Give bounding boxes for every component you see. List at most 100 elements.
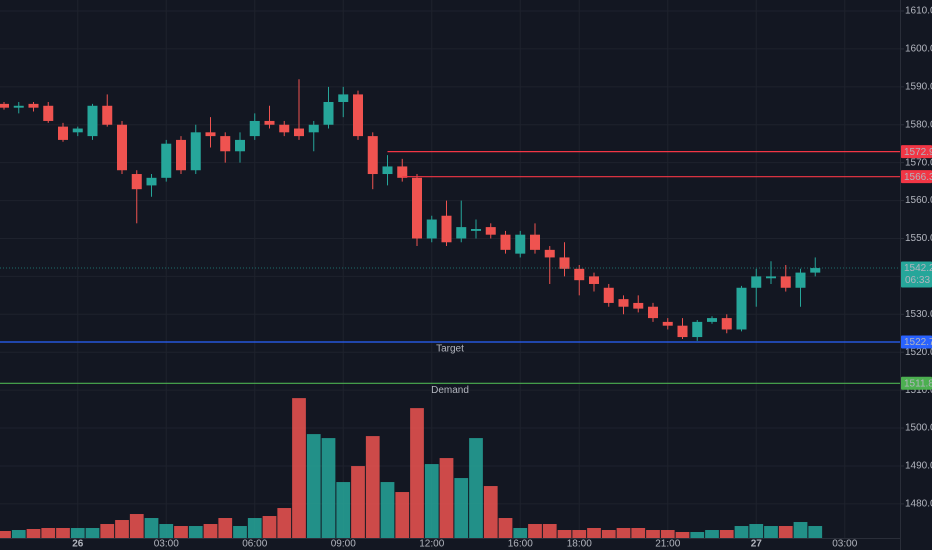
volume-bar xyxy=(705,530,719,538)
candle-body xyxy=(87,105,98,137)
volume-bar xyxy=(321,438,336,538)
candle-body xyxy=(205,132,216,137)
y-tick-label: 1480.0 xyxy=(905,499,932,510)
volume-bar xyxy=(483,486,498,538)
volume-bar xyxy=(129,514,144,538)
level-badge-label: 1566.3 xyxy=(904,172,932,183)
volume-bar xyxy=(26,529,41,538)
candle-body xyxy=(190,132,201,171)
level-badge-label: 1511.8 xyxy=(904,378,932,389)
y-tick-label: 1570.0 xyxy=(905,157,932,168)
volume-bar xyxy=(469,438,483,538)
candle-body xyxy=(574,268,585,281)
candle-body xyxy=(500,234,511,250)
volume-bar xyxy=(174,526,188,538)
volume-bar xyxy=(528,524,542,538)
candle-body xyxy=(176,139,186,171)
volume-bar xyxy=(41,528,56,538)
level-badge-label: 1572.9 xyxy=(904,147,932,158)
volume-bar xyxy=(719,530,734,538)
y-tick-label: 1590.0 xyxy=(905,81,932,92)
candle-body xyxy=(397,166,408,178)
candle-body xyxy=(146,177,157,186)
x-tick-label: 21:00 xyxy=(655,539,680,550)
countdown-label: 06:33 xyxy=(905,275,930,286)
volume-bar xyxy=(11,530,26,538)
candle-body xyxy=(0,103,9,108)
candle-body xyxy=(72,128,83,133)
volume-bar xyxy=(380,482,395,538)
volume-bar xyxy=(572,530,587,538)
volume-bar xyxy=(660,530,675,538)
candle-body xyxy=(367,136,378,175)
candle-body xyxy=(589,276,599,284)
candle-body xyxy=(279,124,290,133)
volume-bar xyxy=(144,518,159,538)
y-tick-label: 1610.0 xyxy=(905,6,932,17)
candle-body xyxy=(618,299,629,307)
volume-bar xyxy=(764,526,778,538)
candle-body xyxy=(43,105,54,121)
volume-bar xyxy=(690,532,705,538)
volume-bar xyxy=(734,526,749,538)
candle-body xyxy=(308,124,319,133)
x-tick-label: 03:00 xyxy=(154,539,179,550)
volume-bar xyxy=(675,532,690,538)
volume-bar xyxy=(0,531,11,538)
y-tick-label: 1490.0 xyxy=(905,461,932,472)
volume-bar xyxy=(454,478,469,538)
x-tick-label: 26 xyxy=(72,539,84,550)
candle-body xyxy=(323,101,334,125)
candle-body xyxy=(102,105,113,125)
candle-body xyxy=(677,325,688,338)
candle-body xyxy=(692,321,703,338)
y-tick-label: 1550.0 xyxy=(905,233,932,244)
volume-bar xyxy=(395,492,410,538)
candle-body xyxy=(559,257,570,269)
volume-bar xyxy=(70,528,85,538)
volume-bar xyxy=(56,528,70,538)
x-tick-label: 18:00 xyxy=(567,539,592,550)
volume-bar xyxy=(218,518,233,538)
candle-body xyxy=(235,139,245,152)
candle-body xyxy=(648,306,658,319)
candle-body xyxy=(28,103,39,108)
candle-body xyxy=(603,287,614,303)
level-label: Target xyxy=(436,344,464,355)
candle-body xyxy=(117,124,127,171)
volume-bar xyxy=(410,408,424,538)
candle-body xyxy=(441,215,452,243)
candle-body xyxy=(530,234,540,250)
candle-body xyxy=(161,143,172,178)
candle-body xyxy=(264,120,275,125)
level-label: Demand xyxy=(431,385,469,396)
volume-bar xyxy=(498,518,513,538)
volume-bar xyxy=(306,434,321,538)
volume-bar xyxy=(749,524,764,538)
candle-body xyxy=(795,272,806,288)
volume-bar xyxy=(439,458,454,538)
volume-bar xyxy=(292,398,306,538)
candle-body xyxy=(58,126,68,140)
volume-bar xyxy=(616,528,631,538)
volume-bar xyxy=(646,530,660,538)
candle-body xyxy=(249,120,260,137)
volume-bar xyxy=(262,516,277,538)
level-badge xyxy=(901,376,932,390)
candle-body xyxy=(220,136,231,152)
volume-bar xyxy=(557,530,572,538)
volume-bar xyxy=(365,436,380,538)
level-badge xyxy=(901,145,932,159)
candle-body xyxy=(382,166,393,175)
candle-body xyxy=(426,219,437,239)
level-badge xyxy=(901,170,932,184)
volume-bar xyxy=(277,508,292,538)
x-tick-label: 03:00 xyxy=(832,539,857,550)
y-tick-label: 1560.0 xyxy=(905,195,932,206)
y-tick-label: 1520.0 xyxy=(905,347,932,358)
candle-body xyxy=(294,128,304,137)
x-tick-label: 16:00 xyxy=(508,539,533,550)
last-price-badge xyxy=(901,261,932,288)
